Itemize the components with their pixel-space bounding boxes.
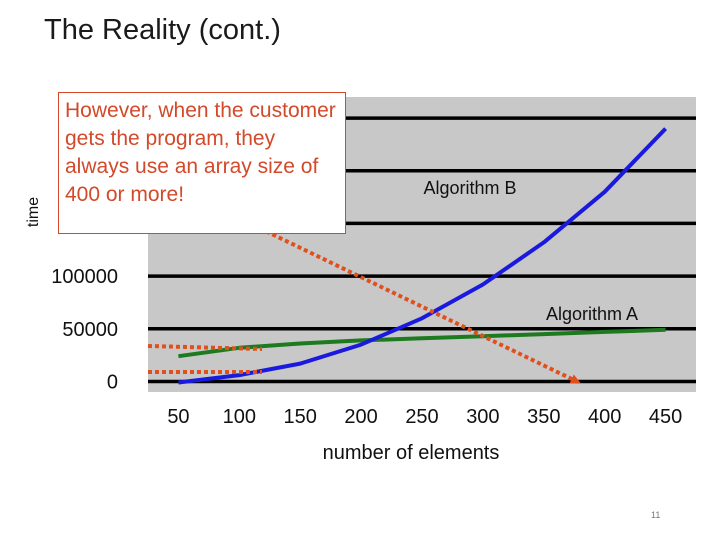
series-line-algorithm-a xyxy=(178,327,666,359)
x-tick-label: 200 xyxy=(344,406,377,428)
x-tick-label: 350 xyxy=(527,406,560,428)
series-label-algorithm-a: Algorithm A xyxy=(546,304,638,324)
x-tick-label: 400 xyxy=(588,406,621,428)
y-tick-label: 100000 xyxy=(51,266,118,288)
x-tick-label: 150 xyxy=(284,406,317,428)
x-tick-label: 50 xyxy=(167,406,189,428)
y-tick-label: 0 xyxy=(107,371,118,393)
annotation-dotted-line-a xyxy=(147,344,263,351)
series-line-algorithm-b xyxy=(178,127,668,385)
x-tick-label: 450 xyxy=(649,406,682,428)
x-axis-label: number of elements xyxy=(323,442,500,464)
x-tick-label: 250 xyxy=(405,406,438,428)
x-tick-label: 100 xyxy=(223,406,256,428)
callout-box: However, when the customer gets the prog… xyxy=(58,92,346,234)
x-axis-ticks: 50 100 150 200 250 300 350 400 450 xyxy=(167,406,682,428)
slide-title: The Reality (cont.) xyxy=(44,14,281,46)
series-label-algorithm-b: Algorithm B xyxy=(423,178,516,198)
y-axis-ticks: 0 50000 100000 xyxy=(51,266,118,393)
y-tick-label: 50000 xyxy=(62,319,118,341)
x-tick-label: 300 xyxy=(466,406,499,428)
annotation-arrows xyxy=(147,208,581,384)
annotation-arrow-to-crossover xyxy=(221,208,581,384)
y-axis-label: time xyxy=(25,197,42,227)
page-number: 11 xyxy=(651,510,661,520)
series-lines xyxy=(178,127,668,385)
